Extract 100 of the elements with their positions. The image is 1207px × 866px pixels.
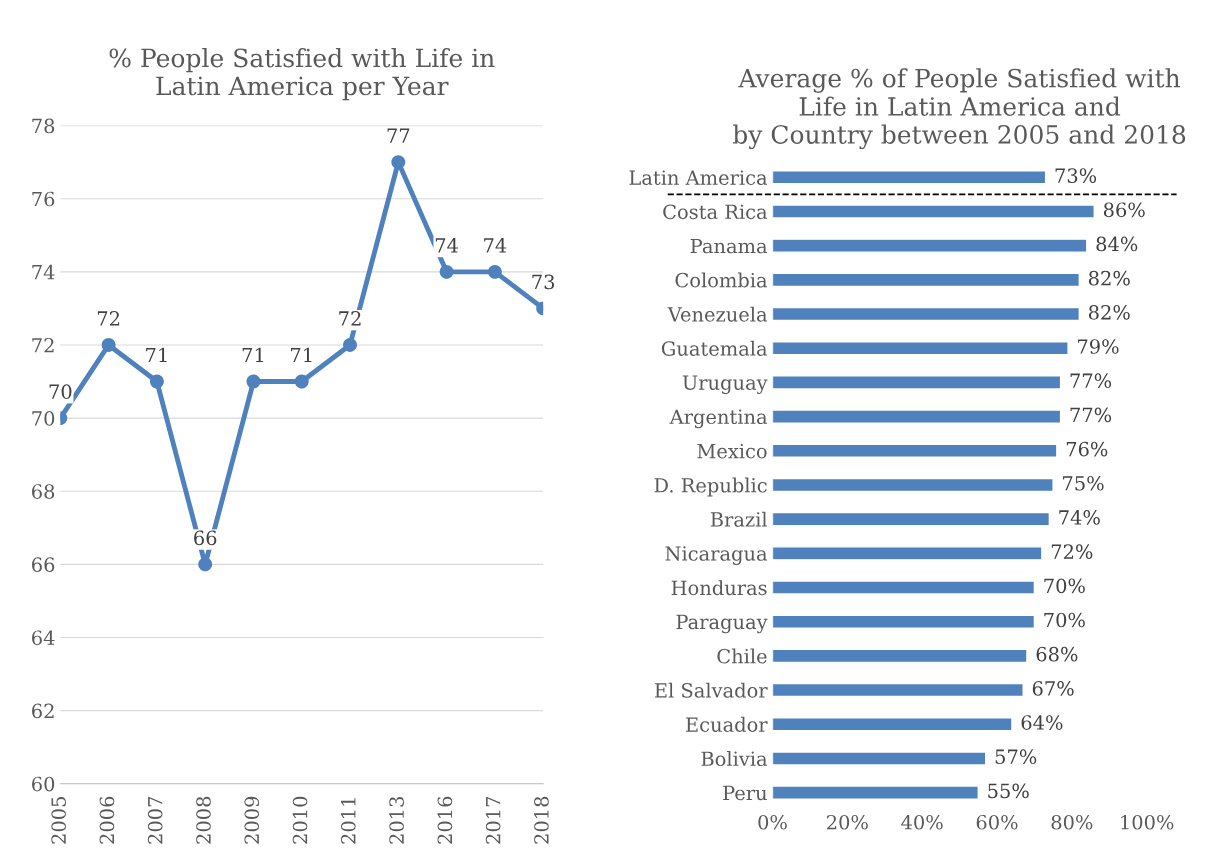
bar [772, 204, 1095, 219]
y-tick-label: Ecuador [686, 716, 768, 732]
bar [772, 170, 1047, 185]
bar [772, 306, 1080, 322]
y-tick-label: 60 [32, 776, 55, 792]
point [487, 264, 502, 279]
y-tick-label: Argentina [669, 409, 768, 429]
y-tick-label: 62 [32, 703, 54, 719]
y-tick-label: D. Republic [654, 477, 767, 497]
bar [772, 648, 1028, 664]
bar [772, 341, 1069, 356]
y-tick-label: Latin America [629, 170, 768, 185]
y-tick-label: Costa Rica [663, 204, 768, 220]
point [294, 374, 309, 389]
y-tick-label: Chile [717, 648, 767, 664]
data-label: 77 [387, 128, 410, 143]
y-tick-label: Guatemala [661, 340, 768, 356]
x-tick-label: 2018 [534, 796, 549, 844]
x-tick-label: 2011 [340, 798, 356, 844]
x-tick-label: 40% [901, 814, 943, 830]
data-label: 71 [291, 347, 312, 363]
x-tick-label: 2008 [196, 796, 211, 844]
x-tick-label: 2017 [485, 796, 501, 844]
y-tick-label: Peru [723, 785, 767, 801]
bar [772, 238, 1088, 253]
point [198, 557, 213, 572]
bar [772, 717, 1013, 732]
point [101, 338, 116, 352]
x-tick-label: 2010 [292, 796, 308, 844]
y-tick-label: 68 [32, 484, 55, 499]
x-tick-label: 2007 [147, 796, 163, 844]
data-label: 67% [1032, 681, 1074, 696]
data-label: 74 [484, 237, 507, 253]
x-tick-label: 0% [758, 814, 787, 830]
bar [772, 272, 1080, 288]
bar [772, 477, 1054, 493]
y-tick-label: Venezuela [667, 306, 768, 322]
bar [772, 785, 979, 800]
point [391, 155, 406, 170]
bar [772, 580, 1036, 595]
x-tick-label: 2009 [244, 796, 260, 844]
data-label: 86% [1103, 202, 1145, 218]
y-tick-label: 78 [32, 118, 55, 134]
data-label: 77% [1070, 373, 1112, 389]
data-label: 77% [1070, 407, 1112, 423]
x-tick-label: 2016 [437, 796, 453, 844]
data-label: 84% [1096, 236, 1138, 252]
point [343, 338, 357, 352]
y-tick-label: Uruguay [682, 375, 768, 394]
data-label: 72 [97, 311, 120, 326]
data-label: 79% [1078, 339, 1119, 354]
y-tick-label: Paraguay [676, 614, 768, 634]
data-label: 70% [1044, 578, 1085, 594]
bar [772, 614, 1036, 629]
point [246, 374, 261, 389]
data-label: 57% [995, 749, 1037, 765]
data-label: 68% [1036, 646, 1078, 662]
y-tick-label: 64 [32, 630, 55, 646]
y-tick-label: Bolivia [701, 751, 768, 767]
y-tick-label: 66 [32, 557, 55, 573]
y-tick-label: El Salvador [654, 682, 768, 698]
bar [772, 751, 987, 766]
data-label: 72 [339, 311, 361, 326]
x-tick-label: 20% [827, 814, 868, 830]
bar [772, 682, 1024, 698]
y-tick-label: Honduras [671, 580, 767, 596]
data-label: 74 [435, 237, 458, 253]
y-tick-label: Mexico [697, 443, 767, 459]
y-tick-label: Nicaragua [665, 546, 768, 565]
x-tick-label: 60% [976, 814, 1018, 830]
bar [772, 409, 1062, 424]
data-label: 82% [1088, 270, 1130, 286]
data-label: 70% [1044, 612, 1085, 628]
bar [772, 443, 1058, 458]
data-label: 70 [49, 384, 72, 399]
y-tick-label: Colombia [675, 272, 768, 288]
x-tick-label: 2005 [51, 797, 66, 844]
data-label: 71 [146, 347, 167, 363]
data-label: 75% [1063, 475, 1104, 491]
y-tick-label: 74 [32, 264, 55, 280]
data-label: 74% [1059, 510, 1100, 525]
bar [772, 375, 1062, 390]
x-tick-label: 80% [1051, 814, 1093, 830]
x-tick-label: 2013 [389, 796, 404, 844]
data-label: 73 [532, 274, 555, 290]
data-label: 72% [1051, 544, 1093, 559]
chart-title: % People Satisfied with Life in Latin America per Year [109, 48, 495, 101]
point [149, 374, 164, 389]
data-label: 64% [1021, 715, 1063, 730]
x-tick-label: 100% [1121, 814, 1174, 830]
y-tick-label: 70 [32, 411, 55, 426]
bar [772, 546, 1043, 561]
bar [772, 511, 1051, 527]
data-label: 66 [194, 530, 217, 546]
data-label: 73% [1055, 168, 1097, 183]
y-tick-label: Brazil [710, 511, 768, 527]
point [439, 264, 454, 279]
x-tick-label: 2006 [99, 796, 115, 844]
data-label: 82% [1088, 304, 1130, 320]
y-tick-label: 72 [32, 337, 54, 353]
